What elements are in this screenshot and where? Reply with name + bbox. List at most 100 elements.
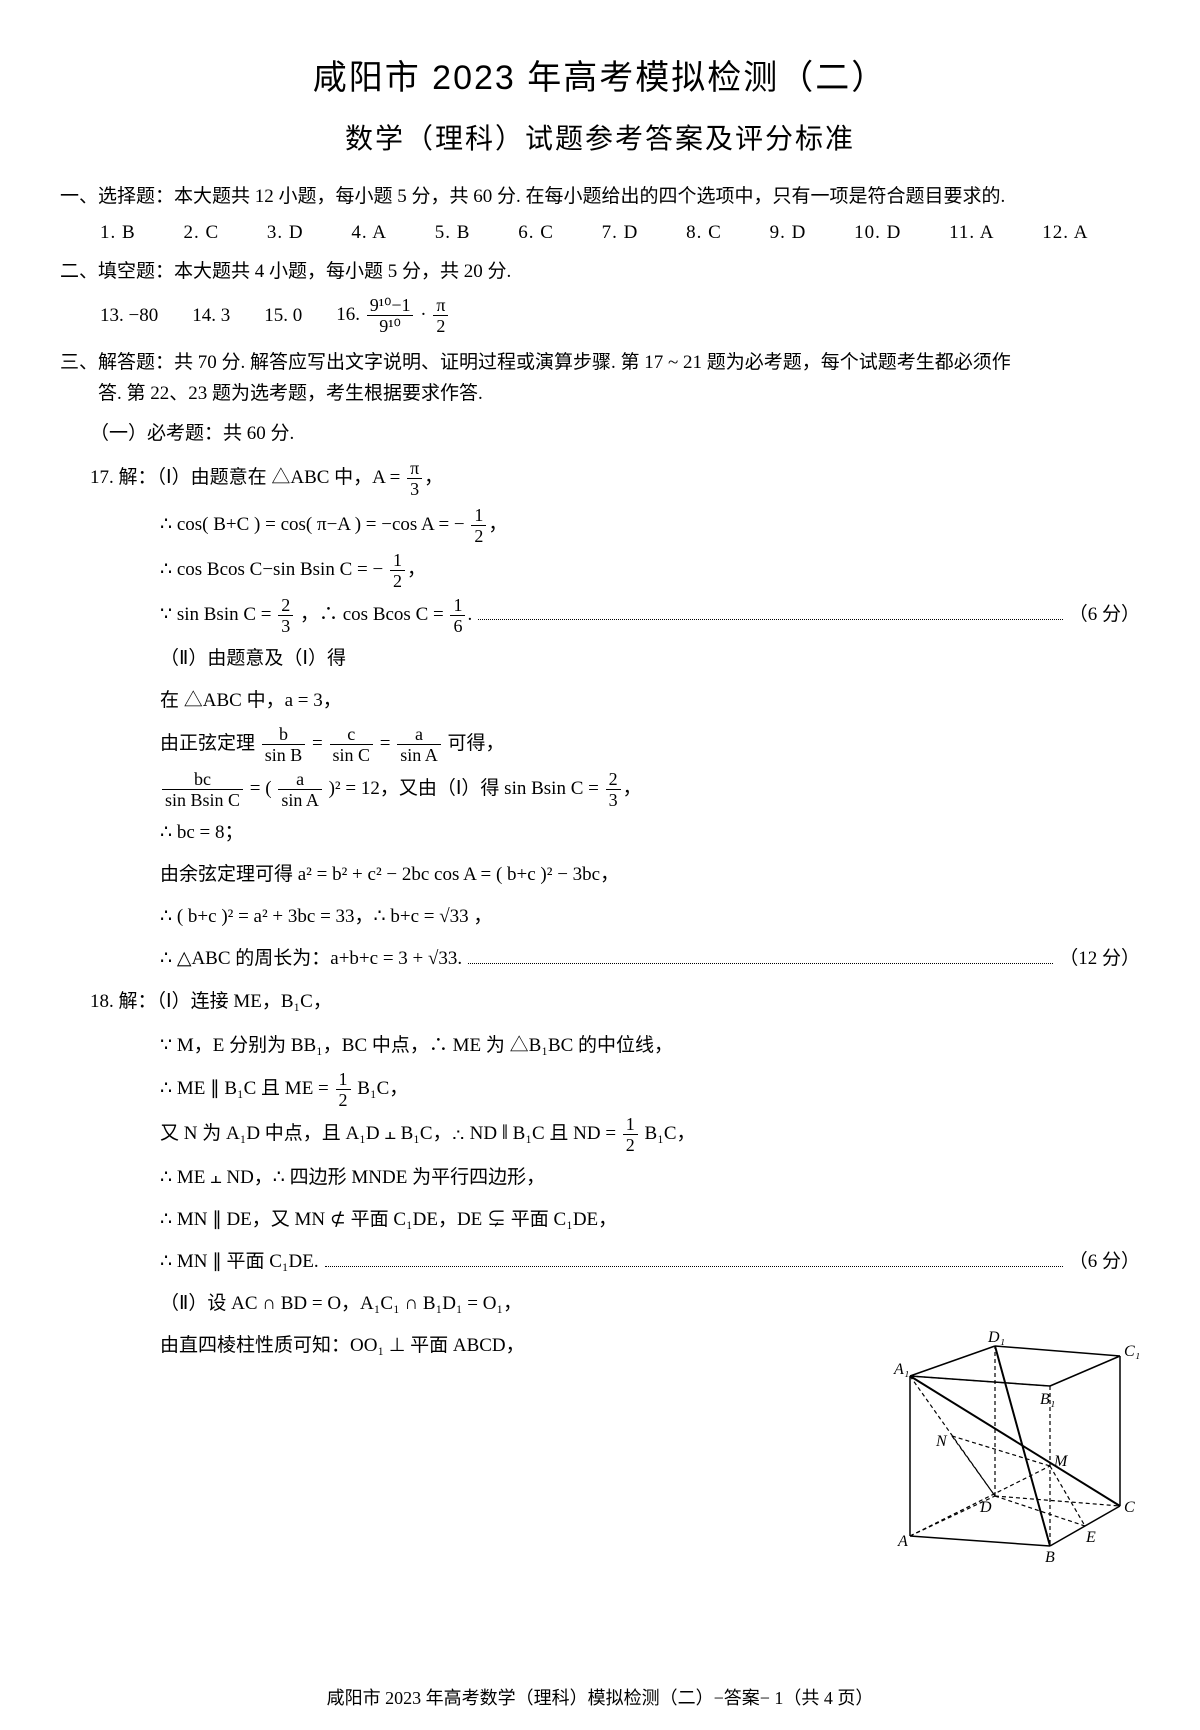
label-A: A (897, 1533, 908, 1550)
fill-16-dot: · (420, 304, 431, 325)
main-title: 咸阳市 2023 年高考模拟检测（二） (60, 50, 1140, 99)
required-subhead: （一）必考题：共 60 分. (60, 418, 1140, 445)
mc-11: 11. A (949, 222, 994, 244)
q17-s3: ∵ sin Bsin C = 23 ，∴ cos Bcos C = 16. （6… (60, 596, 1140, 635)
frac-den: 2 (433, 316, 448, 335)
fill-16: 16. 9¹⁰−1 9¹⁰ · π 2 (336, 296, 450, 335)
q17-A-frac: π 3 (407, 459, 422, 498)
section-1-head: 一、选择题：本大题共 12 小题，每小题 5 分，共 60 分. 在每小题给出的… (60, 183, 1140, 212)
q18-l7: （Ⅱ）设 AC ∩ BD = O，A₁C₁ ∩ B₁D₁ = O₁， (60, 1286, 1140, 1322)
q17-p2-l2: 在 △ABC 中，a = 3， (60, 683, 1140, 719)
frac-num: 1 (623, 1115, 638, 1135)
frac-den: 2 (623, 1135, 638, 1154)
q17-p2-l6: 由余弦定理可得 a² = b² + c² − 2bc cos A = ( b+c… (60, 857, 1140, 893)
q18-l4: ∴ ME ⫠ ND，∴ 四边形 MNDE 为平行四边形， (60, 1160, 1140, 1196)
frac: 12 (336, 1070, 351, 1109)
page-footer: 咸阳市 2023 年高考数学（理科）模拟检测（二）−答案− 1（共 4 页） (0, 1684, 1200, 1710)
frac-num: c (330, 725, 374, 745)
mc-answers: 1. B 2. C 3. D 4. A 5. B 6. C 7. D 8. C … (60, 222, 1140, 244)
label-B1: B₁ (1040, 1391, 1055, 1408)
mc-2: 2. C (183, 222, 219, 244)
score-6: （6 分） (1069, 1244, 1140, 1280)
frac-num: bc (162, 770, 243, 790)
frac-num: 1 (450, 596, 465, 616)
text: ∴ △ABC 的周长为：a+b+c = 3 + √33. (160, 941, 462, 977)
prism-diagram: A B C D A₁ B₁ C₁ D₁ M N E (890, 1326, 1140, 1566)
frac: 12 (623, 1115, 638, 1154)
fill-15: 15. 0 (264, 305, 302, 327)
frac-num: a (397, 725, 441, 745)
text: ，∴ cos Bcos C = (300, 604, 448, 625)
q17-s2: ∴ cos Bcos C−sin Bsin C = − 12， (60, 551, 1140, 590)
frac-num: b (262, 725, 306, 745)
frac: asin A (397, 725, 441, 764)
mc-8: 8. C (686, 222, 722, 244)
section-3-head-l2: 答. 第 22、23 题为选考题，考生根据要求作答. (60, 380, 1140, 409)
q18-l5: ∴ MN ∥ DE，又 MN ⊄ 平面 C₁DE，DE ⊊ 平面 C₁DE， (60, 1202, 1140, 1238)
frac: 23 (606, 770, 621, 809)
text: = ( (250, 778, 277, 799)
frac-num: π (407, 459, 422, 479)
frac-num: 1 (336, 1070, 351, 1090)
dot-leader (478, 605, 1063, 620)
frac-den: 2 (471, 526, 486, 545)
text: ∴ cos Bcos C−sin Bsin C = − (160, 559, 383, 580)
q17-intro: 17. 解：（Ⅰ）由题意在 △ABC 中，A = π 3 ， (60, 459, 1140, 498)
section-2-head: 二、填空题：本大题共 4 小题，每小题 5 分，共 20 分. (60, 258, 1140, 287)
frac-den: sin B (262, 745, 306, 764)
text: 又 N 为 A₁D 中点，且 A₁D ⫠ B₁C，∴ ND ∥ B₁C 且 ND… (160, 1123, 621, 1144)
frac-den: 3 (407, 479, 422, 498)
q17-intro-text: 17. 解：（Ⅰ）由题意在 △ABC 中，A = (90, 467, 405, 488)
q17-p2-l5: ∴ bc = 8； (60, 815, 1140, 851)
mc-6: 6. C (518, 222, 554, 244)
label-C1: C₁ (1124, 1343, 1140, 1360)
frac-den: 2 (336, 1090, 351, 1109)
frac-num: 9¹⁰−1 (367, 296, 414, 316)
frac-den: sin C (330, 745, 374, 764)
frac: asin A (278, 770, 322, 809)
frac: 23 (278, 596, 293, 635)
mc-1: 1. B (100, 222, 136, 244)
label-A1: A₁ (893, 1361, 909, 1378)
q18-intro: 18. 解：（Ⅰ）连接 ME，B₁C， (60, 984, 1140, 1020)
frac-num: 2 (278, 596, 293, 616)
mc-3: 3. D (267, 222, 304, 244)
dot-leader (325, 1252, 1063, 1267)
text: B₁C， (645, 1123, 696, 1144)
frac-num: 1 (471, 506, 486, 526)
frac-den: 3 (606, 790, 621, 809)
frac-num: 1 (390, 551, 405, 571)
text: ∴ MN ∥ 平面 C₁DE. (160, 1244, 319, 1280)
q18-l3: 又 N 为 A₁D 中点，且 A₁D ⫠ B₁C，∴ ND ∥ B₁C 且 ND… (60, 1115, 1140, 1154)
q17-p2-l4: bcsin Bsin C = ( asin A )² = 12，又由（Ⅰ）得 s… (60, 770, 1140, 809)
q18-l2: ∴ ME ∥ B₁C 且 ME = 12 B₁C， (60, 1070, 1140, 1109)
label-E: E (1085, 1529, 1096, 1546)
text: 由正弦定理 (160, 733, 255, 754)
mc-4: 4. A (351, 222, 387, 244)
frac-num: π (433, 296, 448, 316)
mc-12: 12. A (1042, 222, 1088, 244)
fill-answers: 13. −80 14. 3 15. 0 16. 9¹⁰−1 9¹⁰ · π 2 (60, 296, 1140, 335)
fill-14: 14. 3 (192, 305, 230, 327)
frac-den: sin A (397, 745, 441, 764)
fill-13: 13. −80 (100, 305, 158, 327)
text: ∵ sin Bsin C = (160, 604, 276, 625)
text: B₁C， (357, 1078, 408, 1099)
q17-s1: ∴ cos( B+C ) = cos( π−A ) = −cos A = − 1… (60, 506, 1140, 545)
sub-title: 数学（理科）试题参考答案及评分标准 (60, 117, 1140, 157)
fill-16-label: 16. (336, 304, 365, 325)
mc-10: 10. D (854, 222, 901, 244)
score-12: （12 分） (1059, 941, 1140, 977)
frac-den: 9¹⁰ (367, 316, 414, 335)
label-N: N (935, 1433, 948, 1450)
q17-p2-l8: ∴ △ABC 的周长为：a+b+c = 3 + √33. （12 分） (60, 941, 1140, 977)
text: = (312, 733, 327, 754)
q18-l1: ∵ M，E 分别为 BB₁，BC 中点，∴ ME 为 △B₁BC 的中位线， (60, 1028, 1140, 1064)
label-D1: D₁ (987, 1329, 1005, 1346)
frac: 12 (390, 551, 405, 590)
frac-den: 2 (390, 571, 405, 590)
q17-p2-l7: ∴ ( b+c )² = a² + 3bc = 33，∴ b+c = √33 ， (60, 899, 1140, 935)
frac: csin C (330, 725, 374, 764)
fill-16-frac2: π 2 (433, 296, 448, 335)
frac-den: 3 (278, 616, 293, 635)
